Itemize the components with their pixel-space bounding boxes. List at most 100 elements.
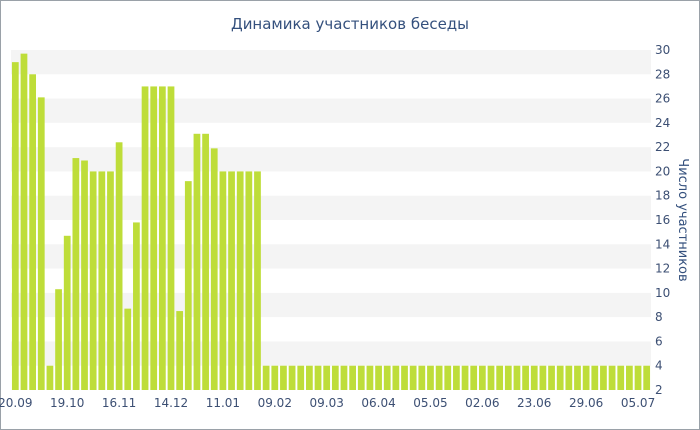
x-tick-label: 09.02 <box>258 396 292 410</box>
x-tick-label: 19.10 <box>50 396 84 410</box>
bar <box>228 171 235 390</box>
x-axis-ticks: 20.09 19.10 16.11 14.12 11.01 09.02 09.03 06.04… <box>0 396 655 410</box>
bar <box>643 365 651 390</box>
bar <box>184 181 192 390</box>
grid-band <box>11 147 651 172</box>
grid-band <box>11 195 651 220</box>
bar <box>245 171 253 390</box>
bar <box>626 365 633 390</box>
y-tick-label: 2 <box>655 383 663 397</box>
bar <box>107 171 114 390</box>
bar <box>158 86 166 391</box>
bar <box>133 222 140 390</box>
bar <box>167 86 175 391</box>
y-tick-label: 6 <box>655 334 663 348</box>
bar <box>219 171 227 390</box>
bar <box>435 365 443 390</box>
bar <box>539 365 547 390</box>
bar <box>280 365 287 390</box>
bar <box>271 365 279 390</box>
grid-band <box>11 50 651 75</box>
grid-band <box>11 98 651 123</box>
bar <box>340 365 348 390</box>
x-tick-label: 16.11 <box>102 396 136 410</box>
grid-band <box>11 341 651 366</box>
bar <box>366 365 374 390</box>
y-axis-label: Число участников <box>675 158 690 281</box>
bar <box>582 365 590 390</box>
y-tick-label: 20 <box>655 164 670 178</box>
bar <box>254 171 261 390</box>
bar <box>427 365 434 390</box>
y-tick-label: 16 <box>655 213 670 227</box>
bar <box>193 133 201 391</box>
bar <box>115 142 123 390</box>
y-tick-label: 30 <box>655 43 670 57</box>
x-tick-label: 23.06 <box>517 396 551 410</box>
y-tick-label: 28 <box>655 67 670 81</box>
bar <box>565 365 573 390</box>
y-tick-label: 10 <box>655 286 670 300</box>
bar <box>314 365 322 390</box>
chart-title: Динамика участников беседы <box>231 15 469 33</box>
bar <box>89 171 97 390</box>
bar <box>617 365 625 390</box>
bar <box>383 365 391 390</box>
bar <box>98 171 106 390</box>
grid-band <box>11 292 651 318</box>
y-tick-label: 24 <box>655 116 670 130</box>
y-tick-label: 26 <box>655 92 670 106</box>
bar <box>150 86 158 391</box>
x-tick-label: 14.12 <box>154 396 188 410</box>
bar <box>357 365 365 390</box>
x-tick-label: 20.09 <box>0 396 32 410</box>
y-tick-label: 14 <box>655 237 670 251</box>
bar <box>63 235 71 390</box>
bar <box>288 365 296 390</box>
bar <box>530 365 538 390</box>
bar <box>72 158 80 390</box>
bar <box>392 365 400 390</box>
x-tick-label: 09.03 <box>310 396 344 410</box>
bar <box>124 308 132 390</box>
bar <box>29 74 36 390</box>
bar <box>478 365 486 390</box>
y-tick-label: 4 <box>655 359 663 373</box>
bar <box>37 97 45 391</box>
bar <box>46 365 54 390</box>
bar <box>81 160 88 390</box>
bar <box>461 365 469 390</box>
bar <box>556 365 564 390</box>
bar <box>548 365 555 390</box>
bar <box>444 365 452 390</box>
grid-band <box>11 244 651 269</box>
bar <box>634 365 642 390</box>
bar <box>375 365 382 390</box>
y-tick-label: 12 <box>655 262 670 276</box>
bar <box>141 86 149 391</box>
bar <box>504 365 512 390</box>
x-tick-label: 02.06 <box>465 396 499 410</box>
grid-bands <box>11 50 651 366</box>
x-tick-label: 29.06 <box>569 396 603 410</box>
bar <box>262 365 270 390</box>
bar <box>306 365 313 390</box>
bar <box>11 62 19 390</box>
y-tick-label: 8 <box>655 310 663 324</box>
bar <box>349 365 356 390</box>
bar <box>323 365 331 390</box>
bar <box>176 311 184 390</box>
bar <box>591 365 599 390</box>
bar <box>331 365 339 390</box>
bar <box>574 365 581 390</box>
bar <box>522 365 529 390</box>
bars <box>11 53 651 391</box>
x-tick-label: 11.01 <box>206 396 240 410</box>
bar <box>608 365 616 390</box>
bar <box>55 289 62 390</box>
bar <box>20 53 28 390</box>
y-tick-label: 22 <box>655 140 670 154</box>
x-tick-label: 06.04 <box>361 396 395 410</box>
